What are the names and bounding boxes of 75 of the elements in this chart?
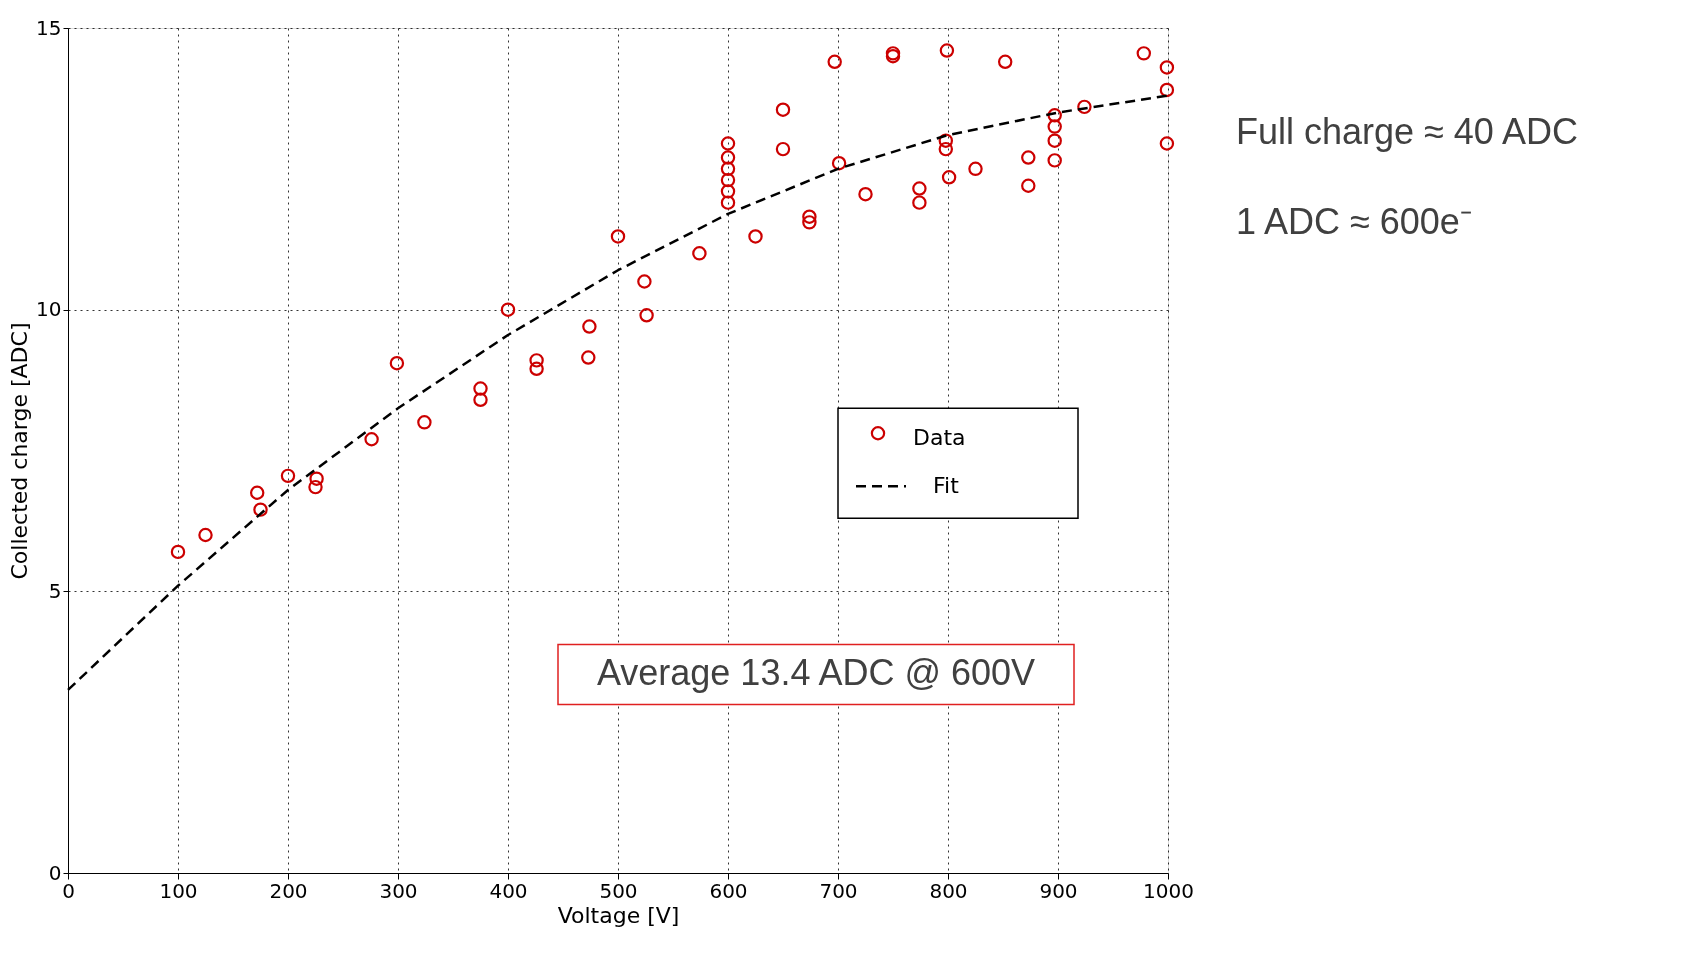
y-axis-title: Collected charge [ADC] [7, 322, 33, 580]
x-tick-label: 800 [929, 878, 968, 903]
point [610, 229, 626, 244]
point [827, 54, 842, 70]
point [309, 471, 324, 486]
point [802, 209, 817, 224]
point [1077, 99, 1092, 115]
point [1159, 136, 1175, 151]
point [858, 186, 873, 202]
y-tick-label: 5 [48, 578, 62, 603]
point [582, 319, 597, 334]
y-tick-label: 0 [48, 860, 62, 885]
point [997, 54, 1013, 70]
point [1021, 150, 1036, 165]
point [939, 43, 955, 58]
point [473, 392, 488, 408]
text: Full charge ≈ 40 ADC [1236, 111, 1578, 152]
x-tick-label: 700 [819, 878, 858, 903]
point [1159, 82, 1175, 98]
point [831, 155, 847, 171]
point [1047, 153, 1062, 168]
point [720, 150, 736, 165]
point [308, 479, 323, 495]
point [802, 215, 817, 230]
point [280, 468, 296, 484]
point [529, 361, 544, 377]
x-axis-title: Voltage [V] [557, 902, 680, 928]
point [720, 161, 736, 177]
text: 1 ADC ≈ 600e⁻ [1236, 201, 1472, 242]
point [775, 141, 791, 157]
point [198, 527, 213, 543]
x-tick-label: 1000 [1143, 878, 1194, 903]
point [500, 302, 516, 317]
point [1047, 133, 1062, 148]
annotation: Average 13.4 ADC @ 600V [596, 652, 1036, 694]
point [529, 353, 544, 368]
point [389, 355, 405, 371]
point [720, 195, 736, 210]
point [364, 432, 379, 447]
point [720, 184, 736, 199]
point [253, 502, 268, 517]
x-tick-label: 300 [379, 878, 418, 903]
point [912, 181, 927, 196]
point [637, 274, 652, 289]
point [1021, 178, 1036, 193]
point [1047, 108, 1062, 123]
x-tick-label: 100 [159, 878, 198, 903]
point [720, 136, 736, 151]
point [639, 308, 654, 323]
point [720, 172, 736, 188]
x-tick-label: 400 [489, 878, 528, 903]
point [249, 485, 265, 500]
point [748, 229, 763, 244]
point [1159, 60, 1175, 75]
point [938, 133, 954, 148]
y-tick-label: 10 [36, 297, 62, 322]
point [417, 415, 432, 430]
point [1047, 119, 1062, 134]
point [170, 544, 186, 560]
point [775, 102, 791, 117]
y-tick-label: 15 [36, 15, 62, 40]
x-tick-label: 900 [1039, 878, 1078, 903]
point [938, 141, 954, 157]
legend-label: Fit [933, 473, 960, 499]
point [473, 381, 488, 396]
x-tick-label: 200 [269, 878, 308, 903]
x-tick-label: 600 [709, 878, 748, 903]
x-tick-label: 500 [599, 878, 638, 903]
point [581, 350, 596, 365]
point [968, 161, 983, 177]
point [1136, 46, 1152, 61]
point [941, 170, 957, 185]
point [912, 195, 927, 210]
legend-label: Data [913, 425, 966, 451]
point [692, 246, 707, 261]
